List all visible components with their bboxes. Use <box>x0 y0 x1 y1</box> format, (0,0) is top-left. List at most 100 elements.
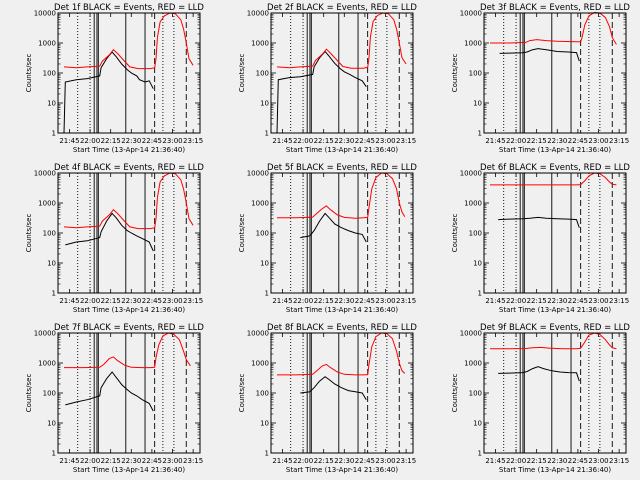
x-tick-label: 23:15 <box>609 137 629 145</box>
x-tick-label: 22:15 <box>314 457 334 465</box>
y-tick-label: 10000 <box>247 330 269 338</box>
lld-series-line <box>63 12 194 70</box>
x-tick-label: 22:00 <box>80 297 100 305</box>
x-tick-label: 21:45 <box>272 297 292 305</box>
y-tick-label: 100 <box>43 70 56 78</box>
y-tick-label: 1000 <box>251 200 269 208</box>
x-axis-label: Start Time (13-Apr-14 21:36:40) <box>286 146 398 154</box>
plot-frame <box>483 12 627 134</box>
panel-title: Det 4f BLACK = Events, RED = LLD <box>54 163 204 173</box>
y-tick-label: 10 <box>47 420 56 428</box>
y-tick-label: 100 <box>43 230 56 238</box>
plot-frame <box>57 172 201 294</box>
y-axis-label: Counts/sec <box>451 374 459 413</box>
y-tick-label: 1000 <box>464 40 482 48</box>
events-series-line <box>65 371 154 412</box>
x-tick-label: 23:00 <box>162 297 182 305</box>
x-tick-label: 23:00 <box>162 457 182 465</box>
x-tick-label: 23:15 <box>396 137 416 145</box>
detector-panel: Det 3f BLACK = Events, RED = LLD Counts/s… <box>451 3 630 154</box>
y-tick-label: 10000 <box>34 10 56 18</box>
x-tick-label: 23:00 <box>162 137 182 145</box>
x-tick-label: 23:15 <box>183 457 203 465</box>
y-tick-label: 1 <box>52 130 56 138</box>
x-axis-label: Start Time (13-Apr-14 21:36:40) <box>286 306 398 314</box>
plot-frame <box>483 172 627 294</box>
y-tick-label: 100 <box>469 70 482 78</box>
x-tick-label: 22:30 <box>121 297 141 305</box>
y-tick-label: 1 <box>265 290 269 298</box>
x-tick-label: 22:15 <box>527 457 547 465</box>
y-tick-label: 10000 <box>247 10 269 18</box>
lld-series-line <box>277 172 406 219</box>
x-tick-label: 22:45 <box>142 297 162 305</box>
x-tick-label: 22:00 <box>506 137 526 145</box>
x-axis-label: Start Time (13-Apr-14 21:36:40) <box>73 466 185 474</box>
x-tick-label: 22:30 <box>121 137 141 145</box>
detector-panel: Det 9f BLACK = Events, RED = LLD Counts/s… <box>451 323 630 474</box>
y-tick-label: 1 <box>265 450 269 458</box>
y-tick-label: 1 <box>265 130 269 138</box>
events-series-line <box>63 51 154 134</box>
x-tick-label: 21:45 <box>272 137 292 145</box>
y-tick-label: 10 <box>473 260 482 268</box>
y-tick-label: 10 <box>473 420 482 428</box>
x-tick-label: 22:45 <box>142 457 162 465</box>
detector-panel: Det 7f BLACK = Events, RED = LLD Counts/s… <box>25 323 204 474</box>
y-tick-label: 1 <box>478 450 482 458</box>
y-tick-label: 10000 <box>34 330 56 338</box>
y-tick-label: 100 <box>256 390 269 398</box>
y-tick-label: 10 <box>473 100 482 108</box>
events-series-line <box>300 212 367 243</box>
panel-title: Det 9f BLACK = Events, RED = LLD <box>480 323 630 333</box>
x-tick-label: 22:00 <box>80 457 100 465</box>
y-tick-label: 10 <box>260 260 269 268</box>
y-tick-label: 100 <box>469 230 482 238</box>
x-tick-label: 22:00 <box>293 457 313 465</box>
panel-title: Det 7f BLACK = Events, RED = LLD <box>54 323 204 333</box>
x-axis-label: Start Time (13-Apr-14 21:36:40) <box>499 466 611 474</box>
plot-frame <box>270 332 414 454</box>
y-tick-label: 1000 <box>251 360 269 368</box>
y-axis-label: Counts/sec <box>238 214 246 253</box>
y-tick-label: 100 <box>256 230 269 238</box>
plot-frame <box>57 12 201 134</box>
detector-panel: Det 8f BLACK = Events, RED = LLD Counts/s… <box>238 323 417 474</box>
y-tick-label: 1 <box>478 130 482 138</box>
x-tick-label: 22:15 <box>314 137 334 145</box>
x-tick-label: 21:45 <box>485 137 505 145</box>
y-tick-label: 10000 <box>460 330 482 338</box>
panel-title: Det 8f BLACK = Events, RED = LLD <box>267 323 417 333</box>
y-tick-label: 10000 <box>247 170 269 178</box>
x-tick-label: 21:45 <box>272 457 292 465</box>
x-axis-label: Start Time (13-Apr-14 21:36:40) <box>73 306 185 314</box>
y-axis-label: Counts/sec <box>451 54 459 93</box>
lld-series-line <box>276 12 407 69</box>
x-tick-label: 23:00 <box>375 457 395 465</box>
y-tick-label: 1000 <box>464 360 482 368</box>
x-tick-label: 22:45 <box>568 297 588 305</box>
y-tick-label: 1 <box>52 290 56 298</box>
y-tick-label: 100 <box>43 390 56 398</box>
y-axis-label: Counts/sec <box>238 54 246 93</box>
x-tick-label: 21:45 <box>59 297 79 305</box>
y-tick-label: 100 <box>256 70 269 78</box>
events-series-line <box>276 50 367 134</box>
panel-title: Det 3f BLACK = Events, RED = LLD <box>480 3 630 13</box>
plot-frame <box>483 332 627 454</box>
x-tick-label: 23:15 <box>183 297 203 305</box>
x-tick-label: 22:45 <box>142 137 162 145</box>
x-tick-label: 23:15 <box>609 297 629 305</box>
x-tick-label: 23:00 <box>375 297 395 305</box>
x-tick-label: 23:00 <box>588 297 608 305</box>
y-tick-label: 1000 <box>38 40 56 48</box>
x-tick-label: 22:45 <box>568 457 588 465</box>
panel-title: Det 1f BLACK = Events, RED = LLD <box>54 3 204 13</box>
y-tick-label: 10 <box>260 100 269 108</box>
panel-title: Det 2f BLACK = Events, RED = LLD <box>267 3 417 13</box>
x-tick-label: 22:15 <box>527 297 547 305</box>
x-tick-label: 22:45 <box>355 297 375 305</box>
y-tick-label: 1 <box>52 450 56 458</box>
x-tick-label: 22:30 <box>121 457 141 465</box>
